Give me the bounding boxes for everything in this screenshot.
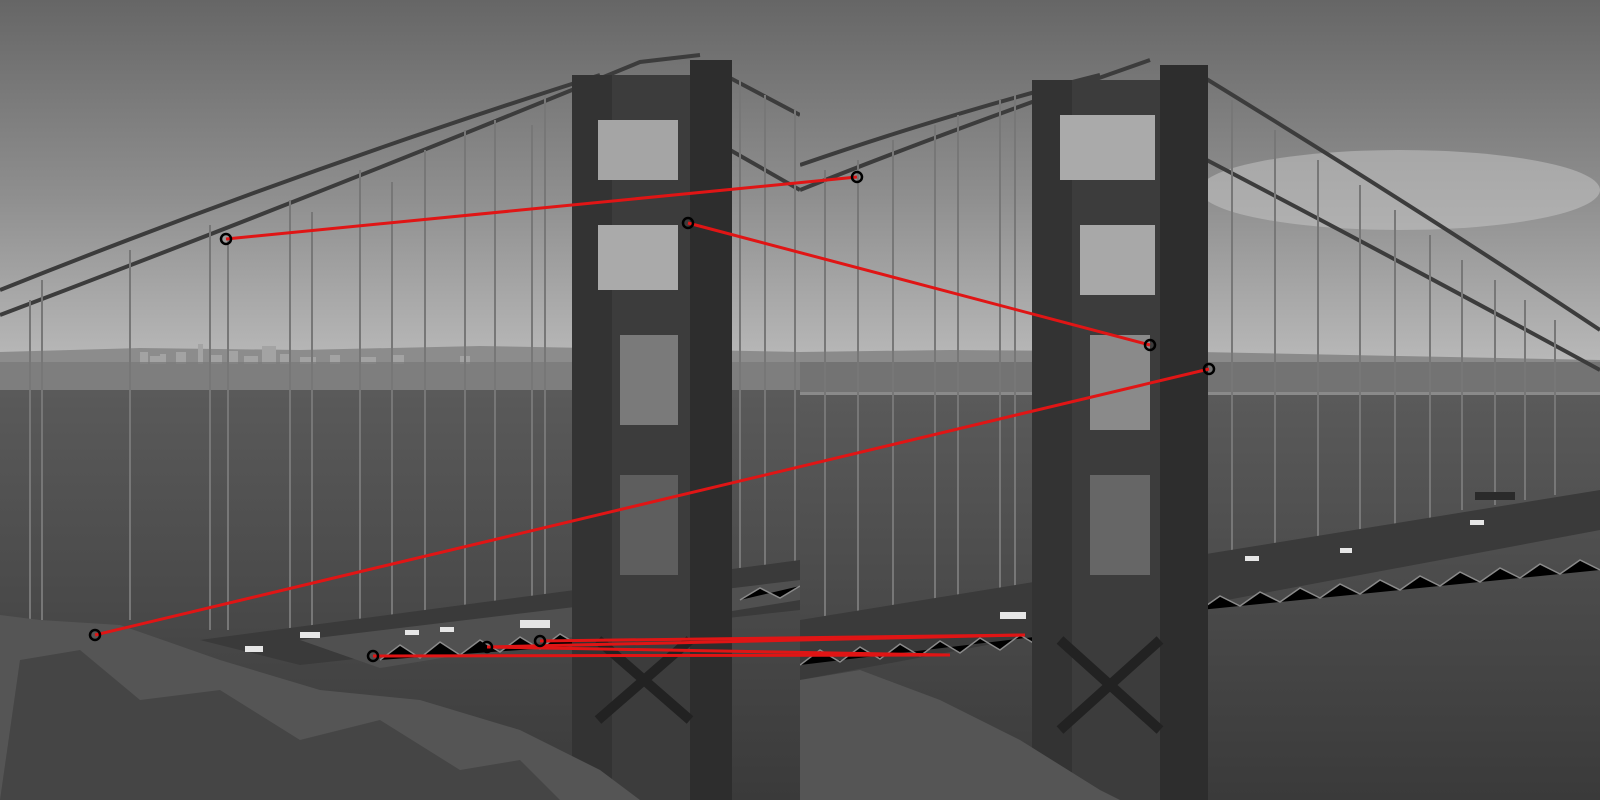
keypoint-marker: [533, 634, 547, 648]
keypoint-marker: [1202, 362, 1216, 376]
match-lines: [94, 175, 1210, 658]
boat: [1475, 492, 1515, 500]
keypoint-marker: [1143, 338, 1157, 352]
keypoint-marker: [480, 640, 494, 654]
cars: [245, 620, 550, 652]
bridge-tower: [572, 60, 732, 800]
match-line: [486, 633, 1026, 649]
match-line: [687, 221, 1151, 347]
right-photo: [800, 0, 1600, 800]
suspender-cables: [824, 95, 1556, 620]
match-line: [486, 645, 951, 657]
keypoints: [88, 170, 1216, 663]
keypoint-marker: [88, 628, 102, 642]
cars: [1000, 520, 1484, 619]
match-line: [225, 175, 858, 241]
keypoint-marker: [219, 232, 233, 246]
match-line: [372, 653, 951, 658]
bridge-tower: [1032, 65, 1208, 800]
rocky-hillside: [800, 670, 1120, 800]
match-line: [94, 367, 1210, 637]
keypoint-marker: [850, 170, 864, 184]
keypoint-marker: [681, 216, 695, 230]
rock-shadow: [0, 650, 560, 800]
keypoint-marker: [366, 649, 380, 663]
left-photo: [0, 0, 800, 800]
